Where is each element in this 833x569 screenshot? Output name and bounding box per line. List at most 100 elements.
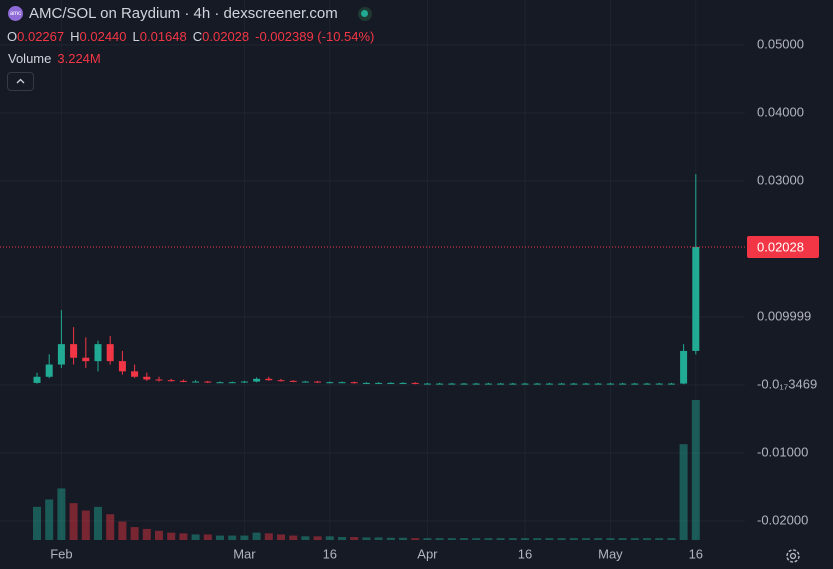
volume-bar bbox=[460, 538, 468, 540]
candle-body bbox=[460, 383, 468, 385]
x-tick-label: Mar bbox=[233, 546, 256, 561]
x-tick-label: Apr bbox=[417, 546, 438, 561]
volume-bar bbox=[313, 536, 322, 540]
volume-bar bbox=[399, 537, 407, 540]
candle-body bbox=[533, 383, 541, 385]
volume-bar bbox=[228, 535, 237, 540]
settings-icon[interactable] bbox=[786, 549, 800, 563]
volume-bar bbox=[350, 537, 359, 540]
candle-body bbox=[667, 383, 675, 385]
volume-bar bbox=[289, 535, 298, 540]
volume-bar bbox=[447, 538, 456, 540]
candle-body bbox=[399, 382, 407, 384]
candle-body bbox=[570, 383, 578, 385]
candle-body bbox=[45, 364, 53, 377]
candle-body bbox=[558, 383, 566, 385]
volume-bar bbox=[533, 538, 542, 540]
candle-body bbox=[655, 383, 663, 385]
candle-body bbox=[497, 383, 505, 385]
volume-bar bbox=[142, 528, 151, 540]
token-logo: amc bbox=[8, 6, 23, 21]
candle-body bbox=[277, 380, 285, 382]
volume-bar bbox=[33, 506, 41, 540]
volume-bar bbox=[679, 444, 688, 540]
candle-body bbox=[619, 383, 627, 385]
collapse-button[interactable] bbox=[7, 72, 34, 91]
volume-label: Volume bbox=[8, 51, 52, 66]
candle-body bbox=[643, 383, 651, 385]
candle-body bbox=[118, 361, 126, 372]
candle-body bbox=[594, 383, 602, 385]
volume-bar bbox=[252, 532, 261, 540]
candle-body bbox=[192, 381, 200, 383]
candle-body bbox=[545, 383, 553, 385]
volume-bar bbox=[435, 538, 444, 540]
volume-bar bbox=[362, 537, 371, 540]
volume-bar bbox=[179, 533, 188, 540]
candle-body bbox=[253, 378, 261, 382]
ohlc-value: 0.02440 bbox=[79, 29, 127, 44]
last-price-tag bbox=[747, 236, 819, 259]
x-tick-label: Feb bbox=[50, 546, 72, 561]
ohlc-value: 0.01648 bbox=[139, 29, 187, 44]
candle-body bbox=[338, 382, 346, 384]
candle-body bbox=[326, 382, 334, 384]
volume-bar bbox=[240, 535, 249, 540]
volume-bar bbox=[557, 538, 566, 540]
volume-bar bbox=[191, 534, 200, 540]
candles bbox=[33, 174, 700, 385]
volume-bar bbox=[643, 538, 651, 540]
candle-body bbox=[179, 380, 187, 382]
candle-body bbox=[387, 382, 395, 384]
candle-body bbox=[692, 247, 700, 351]
ohlc-key: C bbox=[192, 29, 203, 44]
volume-bar bbox=[496, 538, 505, 540]
y-tick-label: 0.05000 bbox=[757, 36, 804, 51]
volume-bar bbox=[484, 538, 493, 540]
candle-body bbox=[411, 382, 419, 384]
candle-body bbox=[509, 383, 517, 385]
candle-body bbox=[131, 371, 139, 377]
volume-bar bbox=[264, 533, 273, 540]
candle-body bbox=[82, 357, 90, 362]
candle-body bbox=[94, 344, 102, 362]
x-tick-label: 16 bbox=[689, 546, 703, 561]
y-tick-label: -0.02000 bbox=[757, 512, 808, 527]
status-dot bbox=[357, 6, 372, 21]
volume-legend: Volume 3.224M bbox=[8, 51, 101, 66]
candle-body bbox=[472, 383, 480, 385]
volume-bar bbox=[118, 521, 127, 540]
volume-bar bbox=[338, 537, 346, 540]
volume-bar bbox=[45, 499, 54, 540]
candle-body bbox=[631, 383, 639, 385]
candle-body bbox=[70, 344, 78, 358]
volume-bar bbox=[81, 510, 90, 540]
volume-bar bbox=[203, 534, 212, 540]
volume-bar bbox=[423, 538, 432, 540]
volume-bar bbox=[94, 506, 102, 540]
candle-body bbox=[155, 379, 163, 381]
volume-bar bbox=[69, 503, 78, 540]
candle-body bbox=[301, 381, 309, 383]
volume-bar bbox=[691, 400, 700, 540]
volume-bar bbox=[57, 488, 66, 540]
ohlc-key: O bbox=[7, 29, 18, 44]
title: AMC/SOL on Raydium · 4h · dexscreener.co… bbox=[29, 5, 338, 22]
volume-bar bbox=[508, 538, 517, 540]
volume-bars bbox=[33, 400, 700, 540]
volume-bar bbox=[521, 538, 529, 540]
volume-bar bbox=[167, 532, 176, 540]
candle-body bbox=[436, 383, 444, 385]
volume-bar bbox=[667, 538, 676, 540]
candle-body bbox=[680, 350, 688, 384]
volume-bar bbox=[545, 538, 554, 540]
volume-bar bbox=[582, 538, 590, 540]
y-tick-label: -0.0₁₇3469 bbox=[757, 376, 817, 391]
volume-bar bbox=[606, 538, 615, 540]
candle-body bbox=[143, 376, 151, 380]
volume-bar bbox=[216, 535, 224, 540]
y-tick-label: 0.009999 bbox=[757, 308, 811, 323]
y-tick-label: 0.04000 bbox=[757, 104, 804, 119]
volume-bar bbox=[630, 538, 639, 540]
candle-body bbox=[314, 381, 322, 383]
